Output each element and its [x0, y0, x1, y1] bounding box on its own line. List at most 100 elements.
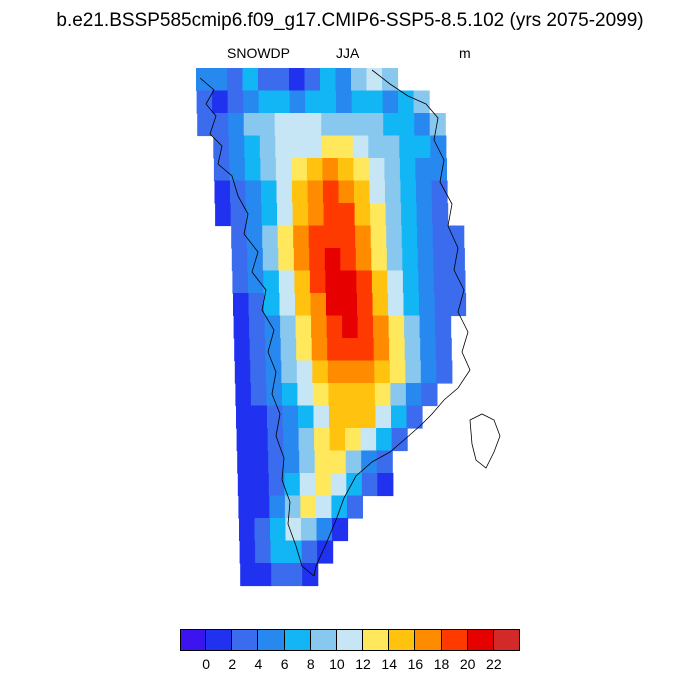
coastline: [199, 69, 501, 577]
map-cell: [262, 248, 279, 272]
map-cell: [346, 495, 363, 519]
map-cell: [281, 360, 298, 384]
colorbar-tick-label: 2: [228, 656, 237, 672]
map-cell: [292, 180, 309, 204]
map-cell: [357, 315, 374, 339]
map-cell: [259, 135, 276, 159]
map-cell: [262, 225, 279, 249]
map-cell: [215, 203, 232, 227]
map-cell: [277, 203, 294, 227]
map-cell: [326, 315, 343, 339]
map-cell: [432, 225, 449, 249]
map-cell: [376, 450, 393, 474]
map-cell: [249, 315, 266, 339]
map-cell: [327, 360, 344, 384]
coastline-island: [469, 413, 501, 469]
map-cell: [403, 293, 420, 317]
map-cell: [341, 293, 358, 317]
map-cell: [370, 203, 387, 227]
map-cell: [270, 518, 287, 542]
map-cell: [360, 428, 377, 452]
map-cell: [351, 68, 368, 92]
map-cell: [298, 405, 315, 429]
map-cell: [243, 113, 260, 137]
variable-label: SNOWDP: [227, 45, 290, 61]
map-cell: [398, 90, 415, 114]
map-cell: [390, 383, 407, 407]
map-cell: [235, 383, 252, 407]
map-cell: [298, 428, 315, 452]
map-cell: [302, 563, 319, 587]
map-cell: [253, 473, 270, 497]
map-cell: [337, 135, 354, 159]
map-cell: [197, 113, 214, 137]
map-cell: [450, 293, 467, 317]
map-cell: [358, 338, 375, 362]
map-cell: [293, 225, 310, 249]
map-cell: [292, 203, 309, 227]
map-cell: [321, 113, 338, 137]
map-cell: [330, 473, 347, 497]
plot-title: b.e21.BSSP585cmip6.f09_g17.CMIP6-SSP5-8.…: [56, 10, 644, 31]
colorbar-swatch: [284, 629, 311, 651]
map-cell: [338, 180, 355, 204]
map-cell: [249, 338, 266, 362]
map-cell: [356, 270, 373, 294]
map-cell: [293, 248, 310, 272]
map-cell: [301, 518, 318, 542]
map-cell: [399, 135, 416, 159]
map-cell: [327, 338, 344, 362]
map-cell: [258, 68, 275, 92]
map-cell: [429, 113, 446, 137]
colorbar-swatch: [232, 629, 259, 651]
map-cell: [432, 203, 449, 227]
map-cell: [383, 113, 400, 137]
map-cell: [361, 473, 378, 497]
map-cell: [323, 203, 340, 227]
map-cell: [353, 158, 370, 182]
map-cell: [320, 68, 337, 92]
map-cell: [252, 450, 269, 474]
map-cell: [233, 315, 250, 339]
map-cell: [307, 180, 324, 204]
map-cell: [405, 383, 422, 407]
colorbar-tick-label: 0: [202, 656, 211, 672]
map-cell: [232, 270, 249, 294]
map-cell: [351, 90, 368, 114]
map-cell: [267, 428, 284, 452]
map-cell: [305, 113, 322, 137]
map-cell: [388, 315, 405, 339]
map-cell: [275, 158, 292, 182]
map-cell: [239, 518, 256, 542]
map-cell: [340, 270, 357, 294]
snow-depth-map: [196, 68, 501, 587]
map-cell: [385, 203, 402, 227]
map-cell: [354, 180, 371, 204]
map-cell: [317, 540, 334, 564]
map-cell: [388, 293, 405, 317]
map-cell: [421, 383, 438, 407]
map-cell: [227, 90, 244, 114]
map-cell: [236, 405, 253, 429]
map-cell: [435, 315, 452, 339]
map-cell: [398, 113, 415, 137]
map-cell: [352, 113, 369, 137]
map-cell: [414, 113, 431, 137]
map-cell: [416, 203, 433, 227]
map-cell: [311, 315, 328, 339]
map-cell: [314, 428, 331, 452]
map-cell: [360, 405, 377, 429]
map-cell: [306, 135, 323, 159]
map-cell: [346, 473, 363, 497]
map-cell: [229, 158, 246, 182]
map-cell: [332, 518, 349, 542]
map-cell: [340, 248, 357, 272]
map-cell: [374, 383, 391, 407]
map-cell: [328, 383, 345, 407]
map-cell: [401, 203, 418, 227]
map-cell: [290, 113, 307, 137]
map-cell: [214, 180, 231, 204]
map-cell: [400, 180, 417, 204]
map-cells: [196, 68, 467, 587]
map-cell: [313, 405, 330, 429]
